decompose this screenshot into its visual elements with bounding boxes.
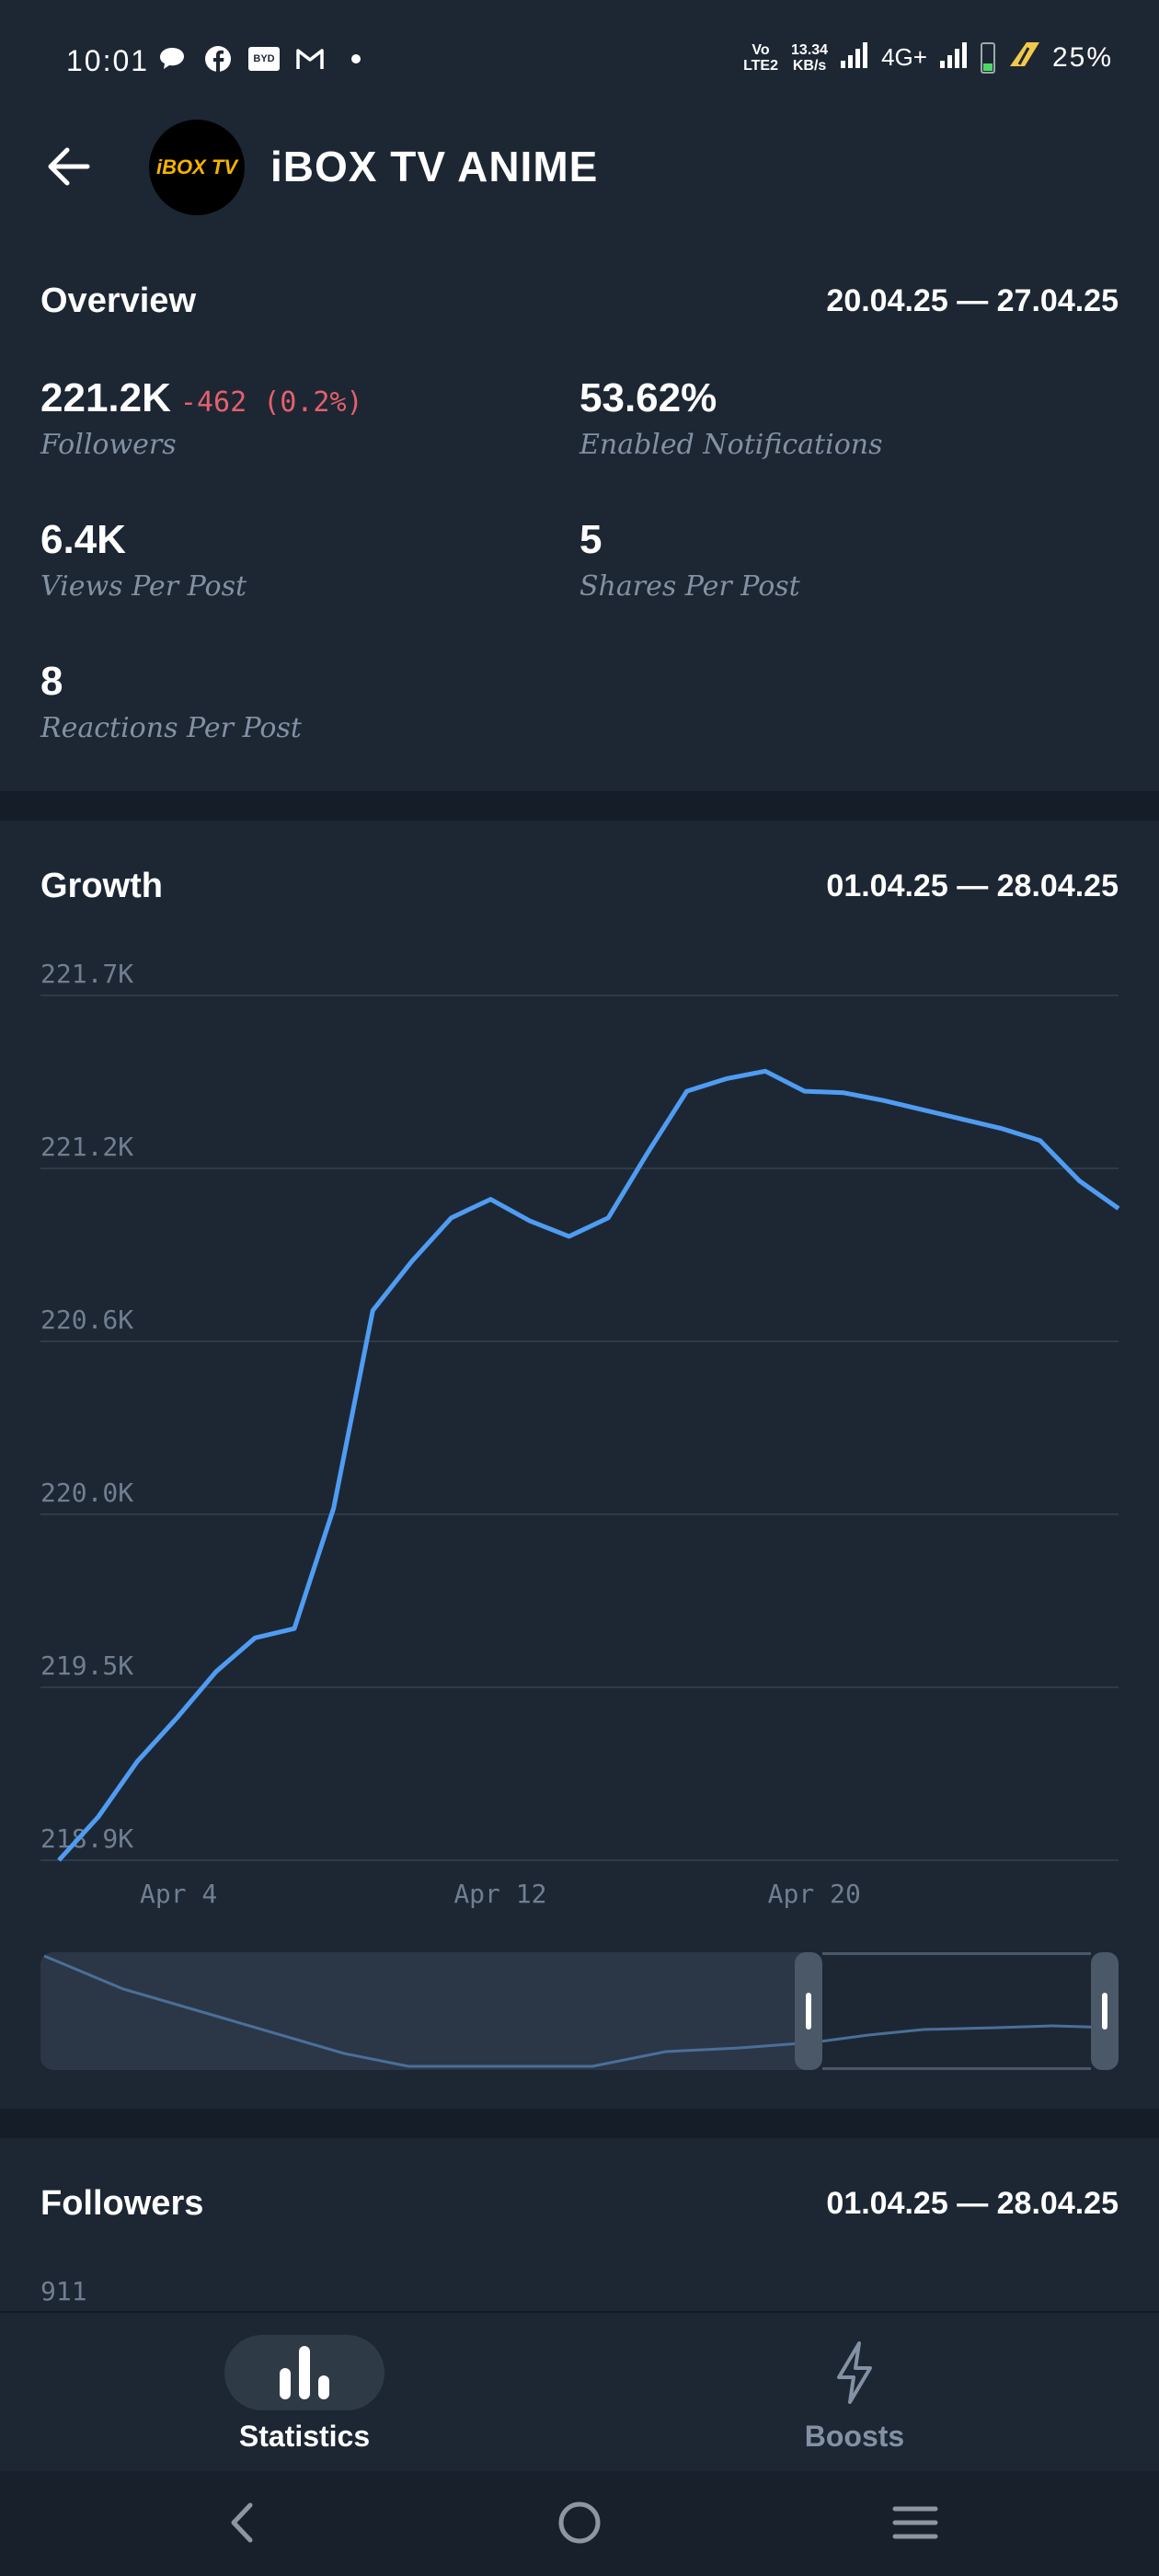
y-tick-label: 220.0K — [40, 1478, 133, 1508]
network-type: 4G+ — [881, 43, 927, 71]
stat-label: Views Per Post — [40, 570, 247, 603]
stat-value: 6.4K — [40, 517, 126, 562]
battery-icon — [980, 41, 995, 74]
stat-enabled-notifications: 53.62% Enabled Notifications — [580, 375, 883, 461]
stat-label: Enabled Notifications — [580, 429, 883, 461]
stat-label: Followers — [40, 429, 177, 461]
net-speed-unit: KB/s — [792, 57, 827, 74]
left-handle-grip — [806, 1993, 811, 2030]
stat-value: 5 — [580, 517, 602, 562]
growth-section: Growth 01.04.25 — 28.04.25 — [0, 821, 1159, 2109]
y-tick-label: 220.6K — [40, 1305, 133, 1335]
menu-icon — [892, 2506, 938, 2539]
brand-badge-icon: BYD — [248, 47, 280, 71]
growth-chart[interactable]: 221.7K 221.2K 220.6K 220.0K 219.5K 218.9K Apr … — [0, 929, 1159, 1927]
overview-range: 20.04.25 — 27.04.25 — [826, 283, 1119, 318]
x-tick-label: Apr 4 — [140, 1879, 217, 1909]
battery-fill — [982, 63, 993, 71]
chart-range-navigator[interactable] — [40, 1952, 1119, 2070]
net-speed: 13.34 KB/s — [791, 42, 828, 74]
tab-statistics-label: Statistics — [238, 2420, 371, 2453]
charging-icon — [1006, 40, 1041, 75]
followers-title: Followers — [40, 2184, 204, 2223]
followers-y-tick: 911 — [40, 2276, 87, 2306]
system-navigation-bar — [0, 2471, 1159, 2576]
system-back-button[interactable] — [210, 2495, 274, 2550]
avatar-text: iBOX TV — [155, 155, 237, 178]
bottom-tab-bar: Statistics Boosts — [0, 2311, 1159, 2471]
system-home-button[interactable] — [547, 2495, 612, 2550]
navigator-window-bottom — [822, 2067, 1091, 2070]
overview-title: Overview — [40, 282, 196, 320]
y-tick-label: 221.7K — [40, 959, 133, 989]
growth-title: Growth — [40, 867, 163, 905]
stat-value: 53.62% — [580, 375, 717, 420]
followers-range: 01.04.25 — 28.04.25 — [826, 2186, 1119, 2221]
stat-value: 8 — [40, 659, 63, 704]
system-status: Vo LTE2 13.34 KB/s 4G+ 25% — [741, 40, 1113, 75]
stat-shares-per-post: 5 Shares Per Post — [580, 517, 800, 603]
chat-bubble-icon — [156, 44, 188, 74]
back-button[interactable] — [37, 134, 101, 199]
growth-chart-svg: 221.7K221.2K220.6K220.0K219.5K218.9KApr … — [40, 959, 1120, 1909]
tab-boosts[interactable]: Boosts — [565, 2313, 1144, 2473]
channel-avatar[interactable]: iBOX TV — [149, 120, 245, 215]
gmail-icon — [294, 44, 326, 74]
followers-section: Followers 01.04.25 — 28.04.25 — [0, 2138, 1159, 2313]
tab-statistics[interactable]: Statistics — [15, 2313, 594, 2473]
navigator-preview-line — [43, 1954, 1116, 2068]
growth-series-line — [57, 1068, 1120, 1862]
navigator-window — [795, 1952, 1119, 2070]
circle-icon — [558, 2501, 601, 2544]
net-speed-value: 13.34 — [791, 41, 829, 58]
stat-followers: 221.2K -462 (0.2%) Followers — [40, 375, 363, 461]
stat-views-per-post: 6.4K Views Per Post — [40, 517, 247, 603]
overview-section: Overview 20.04.25 — 27.04.25 221.2K -462 … — [0, 248, 1159, 791]
status-bar: 10:01 BYD Vo LTE2 13.34 KB/s 4G+ — [0, 0, 1159, 120]
signal-2-icon — [938, 40, 970, 75]
navigator-window-top — [822, 1952, 1091, 1955]
navigator-svg — [40, 1952, 1119, 2070]
stat-delta: -462 (0.2%) — [179, 386, 363, 419]
stat-reactions-per-post: 8 Reactions Per Post — [40, 659, 302, 744]
tab-boosts-label: Boosts — [804, 2420, 905, 2453]
growth-range: 01.04.25 — 28.04.25 — [826, 868, 1119, 903]
volte-indicator: Vo LTE2 — [743, 41, 778, 74]
signal-icon — [839, 40, 870, 75]
stat-value: 221.2K — [40, 375, 171, 420]
lightning-icon — [837, 2341, 872, 2404]
y-tick-label: 221.2K — [40, 1132, 133, 1162]
section-divider — [0, 791, 1159, 821]
section-divider — [0, 2109, 1159, 2138]
brand-badge-text: BYD — [253, 53, 275, 64]
right-handle-grip — [1102, 1993, 1107, 2030]
notification-icons: BYD — [156, 44, 372, 74]
stat-label: Reactions Per Post — [40, 712, 302, 744]
tab-boosts-pill — [775, 2335, 935, 2410]
chevron-left-icon — [231, 2502, 253, 2543]
tab-statistics-pill — [224, 2335, 384, 2410]
bar-chart-icon — [280, 2346, 329, 2399]
facebook-icon — [202, 44, 234, 74]
x-tick-label: Apr 20 — [768, 1879, 861, 1909]
stat-label: Shares Per Post — [580, 570, 800, 603]
battery-percent: 25% — [1051, 41, 1113, 73]
system-menu-button[interactable] — [883, 2495, 947, 2550]
status-time: 10:01 — [66, 44, 150, 77]
y-tick-label: 219.5K — [40, 1650, 133, 1681]
x-tick-label: Apr 12 — [453, 1879, 546, 1909]
app-header: iBOX TV iBOX TV ANIME — [0, 110, 1159, 221]
dot-icon — [340, 44, 372, 74]
channel-title: iBOX TV ANIME — [270, 143, 599, 190]
arrow-left-icon — [48, 147, 90, 186]
